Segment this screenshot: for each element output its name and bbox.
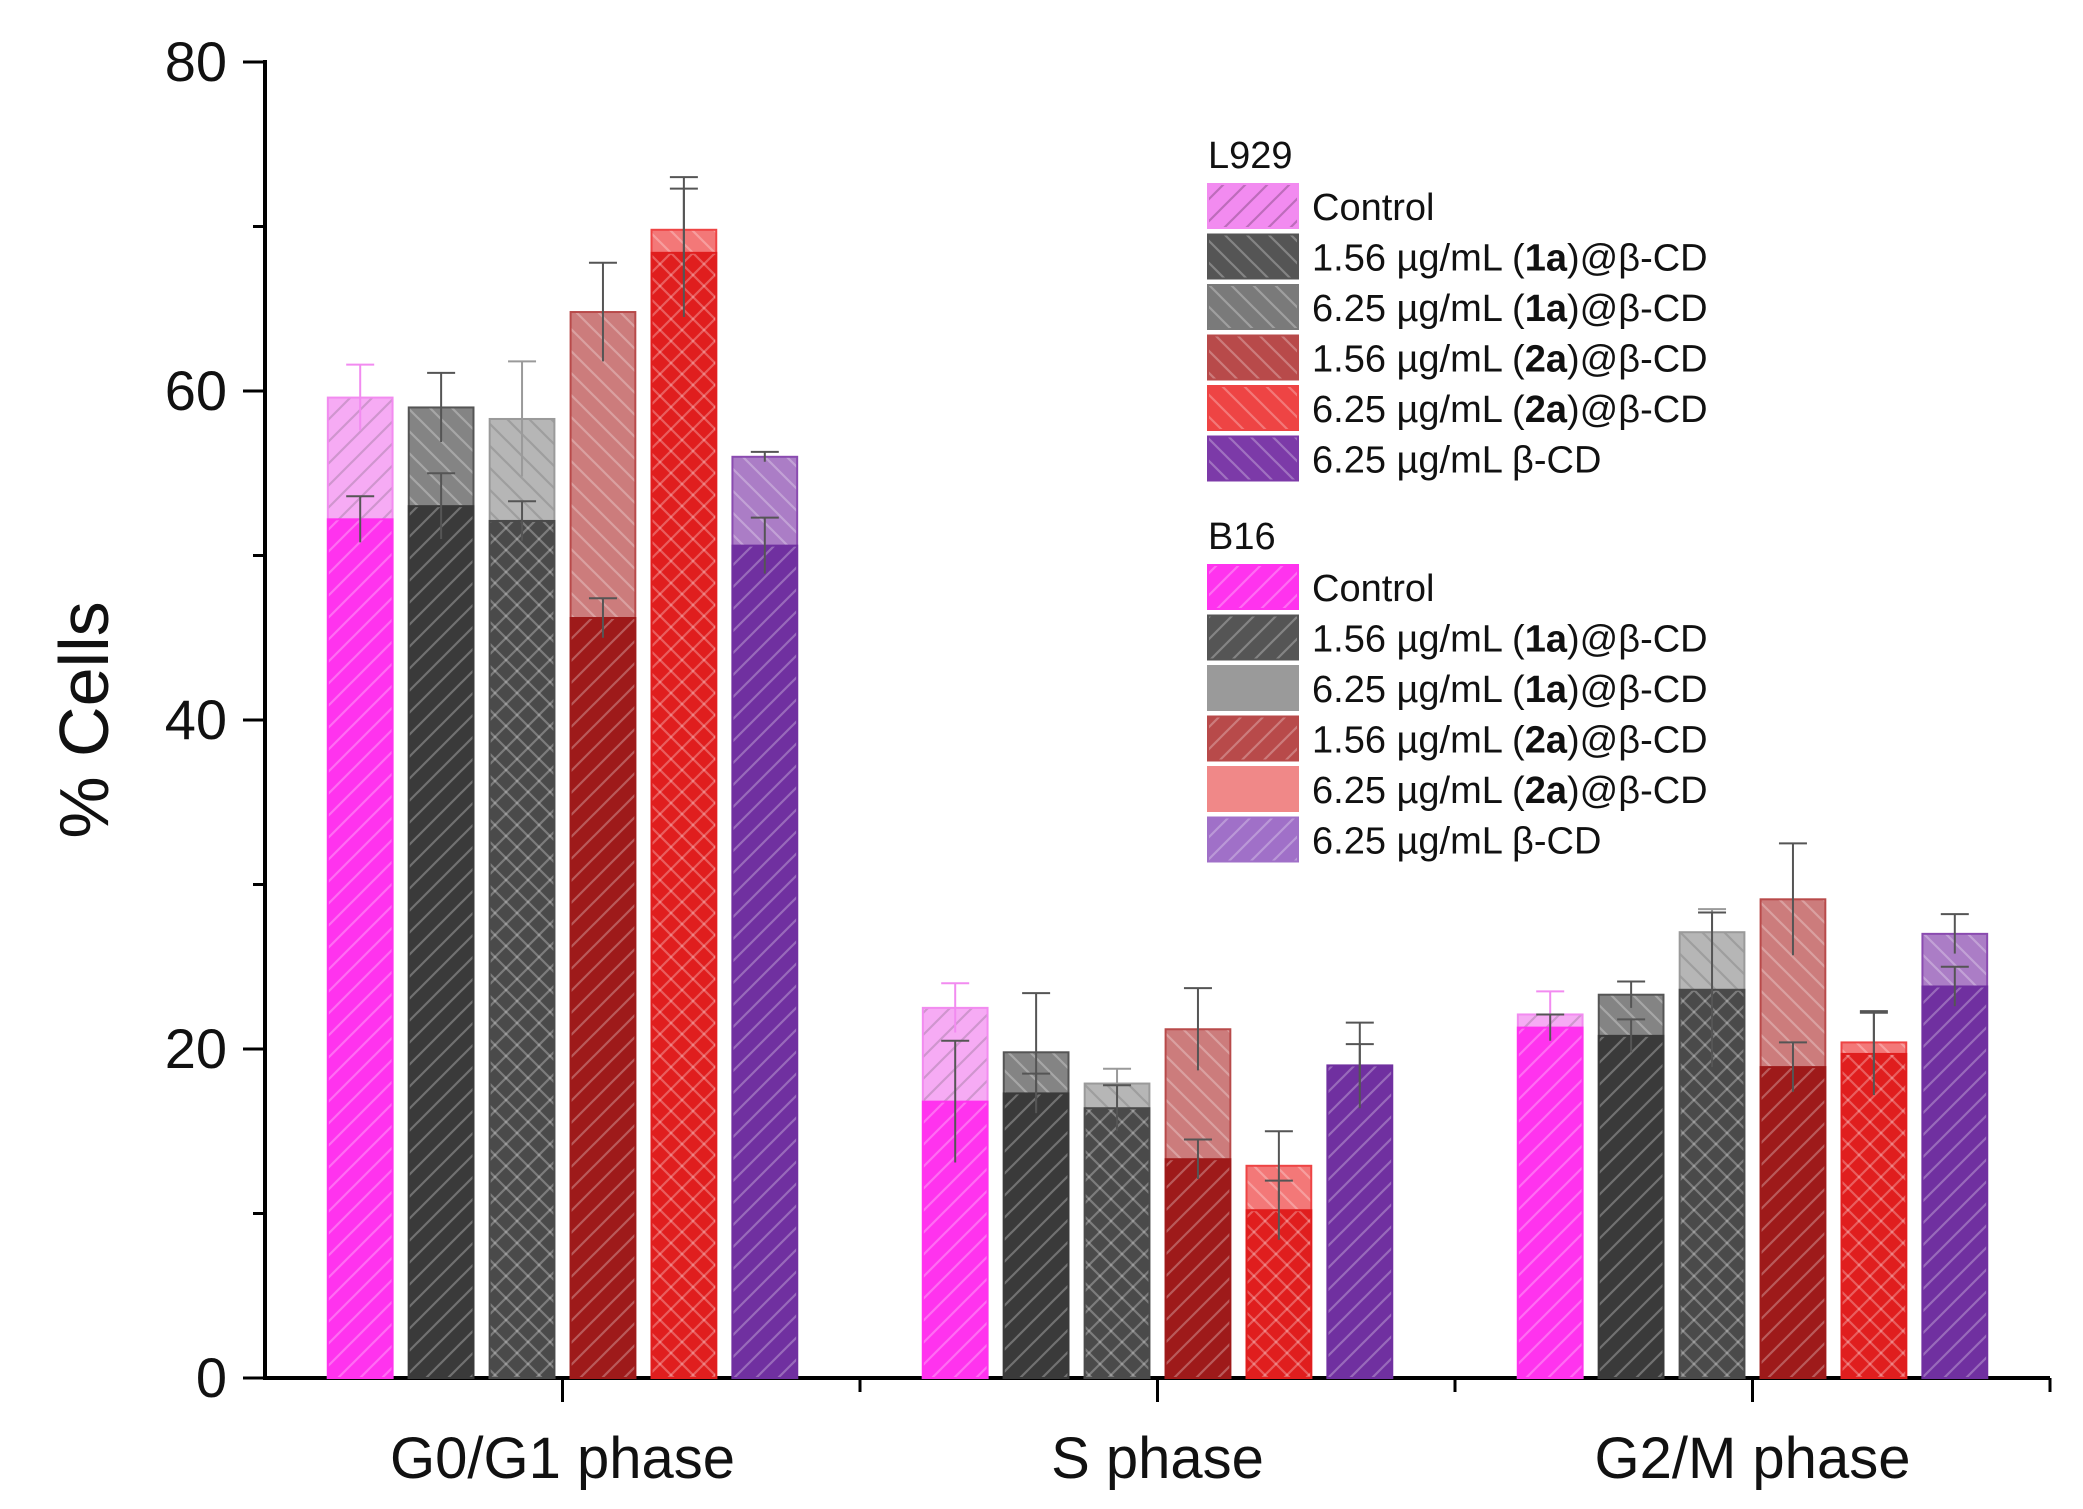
legend-swatch [1207,614,1299,661]
bar-b16-s3 [488,519,556,1379]
bar-b16-s6 [731,544,799,1379]
bar-b16-s3 [1083,1107,1151,1379]
bar-b16-s5 [1840,1052,1908,1380]
bar-b16-s1 [1516,1026,1584,1379]
x-tick-label: G0/G1 phase [390,1426,735,1491]
legend-entry-label: 6.25 µg/mL (2a)@β-CD [1312,770,1708,812]
x-tick-label: G2/M phase [1595,1426,1911,1491]
error-bars [346,176,1969,1240]
legend-swatch [1207,435,1299,482]
legend-entry-label: 1.56 µg/mL (1a)@β-CD [1312,619,1708,661]
bars [326,228,1989,1380]
legend-entry-label: 1.56 µg/mL (2a)@β-CD [1312,339,1708,381]
legend-swatch [1207,284,1299,330]
legend-swatch [1207,665,1299,711]
axes: 0 20 40 60 80 % Cells G0/G1 phase S phase G2/M p… [45,30,2052,1491]
legend-entry-label: 6.25 µg/mL (1a)@β-CD [1312,669,1708,711]
legend-entry-label: 6.25 µg/mL (2a)@β-CD [1312,389,1708,431]
legend-swatch [1207,564,1299,610]
legend-group-title: B16 [1208,516,1276,558]
x-tick-label: S phase [1051,1426,1264,1491]
bar-b16-s4 [1759,1066,1827,1379]
y-tick-label: 60 [165,359,227,422]
y-axis-label: % Cells [45,601,123,838]
legend: L929 Control 1.56 µg/mL (1a)@β-CD 6.25 µg/m… [1207,135,1708,863]
legend-entry-label: 6.25 µg/mL β-CD [1312,821,1601,863]
legend-entry-label: Control [1312,187,1435,229]
bar-b16-s5 [650,251,718,1380]
legend-swatch [1207,816,1299,863]
bar-b16-s1 [326,518,394,1379]
y-tick-label: 20 [165,1017,227,1080]
legend-entry-label: 6.25 µg/mL (1a)@β-CD [1312,288,1708,330]
legend-swatch [1207,233,1299,280]
legend-entry-label: 6.25 µg/mL β-CD [1312,440,1601,482]
y-tick-label: 0 [196,1346,227,1409]
y-tick-label: 80 [165,30,227,93]
bar-b16-s4 [1164,1158,1232,1379]
legend-group-title: L929 [1208,135,1293,177]
bar-b16-s2 [1002,1092,1070,1380]
legend-entry-label: 1.56 µg/mL (2a)@β-CD [1312,720,1708,762]
bar-b16-s2 [1597,1034,1665,1379]
legend-entry-label: Control [1312,568,1435,610]
bar-b16-s4 [569,617,637,1379]
bar-b16-s6 [1326,1064,1394,1379]
legend-entry-label: 1.56 µg/mL (1a)@β-CD [1312,238,1708,280]
legend-swatch [1207,183,1299,229]
legend-swatch [1207,385,1299,431]
bar-b16-s2 [407,505,475,1379]
y-tick-label: 40 [165,688,227,751]
legend-swatch [1207,766,1299,812]
legend-swatch [1207,715,1299,762]
legend-swatch [1207,334,1299,381]
bar-b16-s6 [1921,985,1989,1379]
